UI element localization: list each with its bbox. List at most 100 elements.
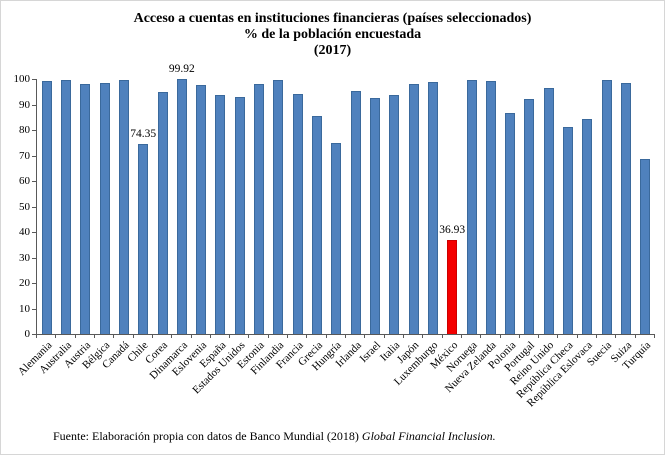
y-tick-mark [32,334,36,335]
bar-slot: Grecia [296,79,326,369]
bar-slot: Hungría [310,79,346,373]
y-tick-label: 10 [19,302,30,315]
bar-slot: 99.92 Dinamarca [147,63,195,382]
bar-slot: Estonia [235,79,268,371]
source-note: Fuente: Elaboración propia con datos de … [53,429,496,443]
y-tick-label: 40 [19,226,30,238]
bar-portugal [524,98,535,334]
y-tick-mark [32,257,36,259]
bar-japón [408,83,419,334]
x-tick-mark [248,334,250,338]
y-tick-mark [32,79,36,80]
y-tick-label: 100 [13,73,31,85]
x-tick-mark [557,334,559,338]
bar-australia [60,80,71,334]
x-tick-mark [209,334,211,338]
bar-slot: Luxemburgo [392,79,442,388]
bar-slot: 36.93 México [428,79,465,372]
x-tick-mark [499,334,501,338]
y-tick-label: 90 [19,98,30,111]
bar-slot: Irlanda [333,79,365,370]
y-tick-mark [32,232,36,233]
bar-slot: Suiza [608,79,635,365]
bar-francia [292,94,303,334]
bar-slot: España [197,79,230,370]
bar-slot: Austria [62,79,95,371]
bar-corea [157,92,168,334]
x-tick-mark [615,334,617,338]
chart-title: Acceso a cuentas en instituciones financ… [1,11,664,59]
bar-méxico [447,239,458,334]
data-label: 99.92 [168,63,195,76]
y-tick-label: 70 [19,149,30,162]
x-tick-mark [402,334,404,338]
y-tick-mark [32,130,36,131]
x-tick-mark [422,334,424,338]
y-tick-label: 60 [19,175,30,187]
bar-eslovenia [196,85,207,334]
x-tick-mark [325,334,327,338]
x-tick-mark [596,334,598,338]
x-tick-mark [383,334,385,338]
bar-luxemburgo [427,82,438,334]
plot-area: Alemania Australia Austria Bélgica Canadá 74.… [16,63,655,409]
bar-polonia [505,112,516,334]
bar-bélgica [99,82,110,334]
y-tick-mark [32,206,36,208]
x-tick-mark [364,334,366,338]
bar-noruega [466,79,477,334]
bar-suecia [601,79,612,334]
x-tick-mark [480,334,482,338]
bar-israel [369,98,380,334]
bar-slot: Israel [357,79,384,365]
chart-title-line3: (2017) [313,43,352,58]
x-tick-mark [132,334,134,338]
x-tick-mark [345,334,346,338]
bar-slot: 74.35 Chile [126,79,157,364]
bar-slot: Alemania [16,79,56,378]
bar-slot: Italia [378,79,404,364]
bar-irlanda [350,91,361,334]
bar-slot: Australia [37,79,75,376]
x-tick-mark [93,334,95,338]
y-tick-mark [32,283,36,284]
y-tick-label: 0 [24,328,31,340]
bar-slot: Bélgica [80,79,114,372]
x-tick-mark [306,334,308,338]
bar-slot: Finlandia [248,79,288,377]
y-tick-mark [32,308,36,310]
bar-hungría [331,143,342,334]
bar-slot: Portugal [502,79,539,374]
bar-slot: República Eslovaca [525,79,597,409]
bar-reino-unido [543,88,554,334]
x-tick-mark [190,334,192,338]
bar-slot: Corea [143,79,172,366]
x-tick-mark [55,334,57,338]
source-title-italic: Global Financial Inclusion. [361,429,496,443]
x-tick-mark [654,334,655,338]
y-tick-label: 30 [19,251,30,264]
x-tick-mark [287,334,289,338]
bar-nueva-zelanda [485,80,496,334]
x-tick-mark [36,334,37,338]
chart-title-line1: Acceso a cuentas en instituciones financ… [133,11,532,26]
x-tick-mark [634,334,636,338]
bar-suiza [621,83,632,334]
bar-república-checa [563,127,574,334]
bar-slot: Eslovenia [170,79,211,378]
bar-república-eslovaca [582,119,593,334]
bar-italia [389,95,400,334]
bar-turquía [640,159,651,334]
data-label: 74.35 [130,128,157,141]
x-tick-mark [151,334,153,338]
bar-slot: Turquía [620,79,655,372]
bar-finlandia [273,79,284,334]
bar-alemania [41,81,52,334]
y-tick-label: 20 [19,277,30,289]
x-tick-mark [460,334,462,338]
y-tick-mark [32,181,36,182]
bar-slot: Estados Unidos [190,79,249,396]
x-tick-mark [171,334,173,338]
x-tick-mark [267,334,269,338]
